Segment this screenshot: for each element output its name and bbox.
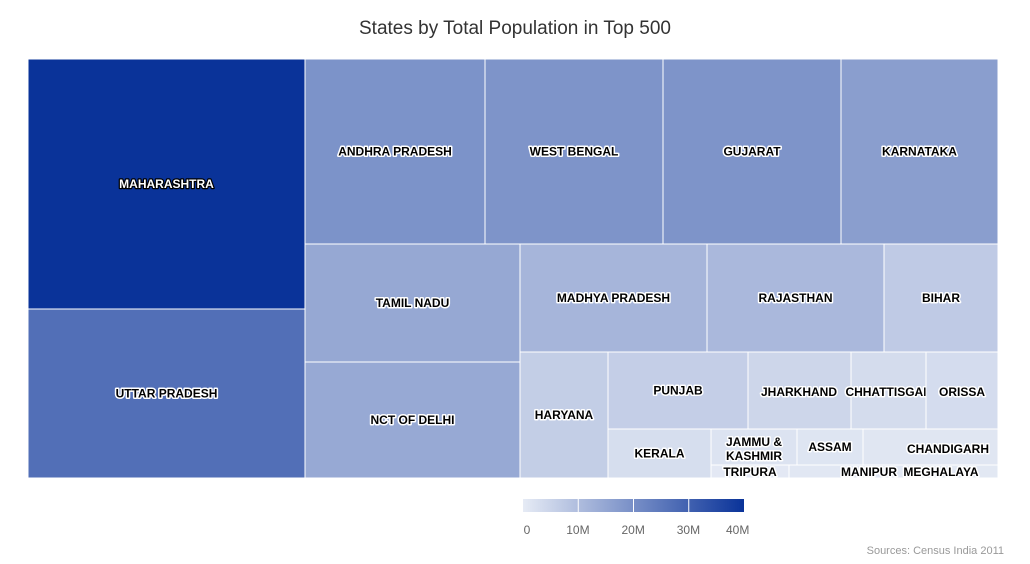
treemap-rect[interactable] <box>850 351 927 430</box>
treemap-rect[interactable] <box>925 351 999 430</box>
legend-tick-label: 30M <box>677 523 700 537</box>
legend-tick-label: 40M <box>726 523 749 537</box>
cell-label: KASHMIR <box>726 449 782 463</box>
cell-label: MADHYA PRADESH <box>557 291 670 305</box>
treemap-cell[interactable]: UTTAR PRADESH <box>27 308 306 479</box>
cell-label: CHANDIGARH <box>907 442 989 456</box>
treemap-rect[interactable] <box>607 351 749 430</box>
cell-label: PUNJAB <box>653 384 703 398</box>
cell-label: BIHAR <box>922 291 960 305</box>
treemap-rect[interactable] <box>519 243 708 353</box>
cell-label: TRIPURA <box>723 465 777 479</box>
cell-label: ANDHRA PRADESH <box>338 145 452 159</box>
treemap-cell[interactable]: MAHARASHTRA <box>27 58 306 310</box>
treemap-cell[interactable]: WEST BENGAL <box>484 58 664 245</box>
treemap-rect[interactable] <box>883 243 999 353</box>
treemap-cell[interactable]: MADHYA PRADESH <box>519 243 708 353</box>
cell-label: TAMIL NADU <box>376 296 450 310</box>
treemap-cell[interactable]: MANIPUR <box>788 464 906 481</box>
chart-title: States by Total Population in Top 500 <box>359 18 671 39</box>
treemap-rect[interactable] <box>484 58 664 245</box>
treemap-rect[interactable] <box>607 428 712 479</box>
treemap-rect[interactable] <box>747 351 852 430</box>
treemap-cell[interactable]: JHARKHAND <box>747 351 852 430</box>
legend-tick-label: 20M <box>622 523 645 537</box>
treemap-cell[interactable]: ASSAM <box>796 428 864 466</box>
cell-label: UTTAR PRADESH <box>116 387 218 401</box>
cell-label: MAHARASHTRA <box>119 177 214 191</box>
cell-label: WEST BENGAL <box>530 145 619 159</box>
treemap-cell[interactable]: PUNJAB <box>607 351 749 430</box>
cell-label: JHARKHAND <box>761 385 837 399</box>
treemap-cell[interactable]: GUJARAT <box>662 58 842 245</box>
cell-label: ORISSA <box>939 385 985 399</box>
treemap-rect[interactable] <box>840 58 999 245</box>
treemap-rect[interactable] <box>304 361 521 479</box>
cell-label: KARNATAKA <box>882 145 957 159</box>
treemap-cell[interactable]: MEGHALAYA <box>902 464 999 481</box>
cell-label: ASSAM <box>808 440 851 454</box>
treemap-cell[interactable]: CHANDIGARH <box>862 428 999 466</box>
treemap-cell[interactable]: KARNATAKA <box>840 58 999 245</box>
treemap-cell[interactable]: TRIPURA <box>710 464 790 481</box>
cell-label: MEGHALAYA <box>903 465 978 479</box>
treemap-rect[interactable] <box>796 428 864 466</box>
treemap-cell[interactable]: ANDHRA PRADESH <box>304 58 486 245</box>
treemap-rect[interactable] <box>662 58 842 245</box>
legend-tick-label: 0 <box>524 523 531 537</box>
treemap-rect[interactable] <box>519 351 609 479</box>
treemap-rect[interactable] <box>304 243 521 363</box>
legend-tick-label: 10M <box>566 523 589 537</box>
treemap-cell[interactable]: BIHAR <box>883 243 999 353</box>
cell-label: NCT OF DELHI <box>371 413 455 427</box>
treemap-rect[interactable] <box>862 428 999 466</box>
treemap-cell[interactable]: HARYANA <box>519 351 609 479</box>
cell-label: MANIPUR <box>841 465 897 479</box>
treemap-rect[interactable] <box>710 428 798 466</box>
treemap-cell[interactable]: CHHATTISGARH <box>844 351 942 430</box>
cell-label: HARYANA <box>535 408 594 422</box>
cell-label: KERALA <box>635 447 685 461</box>
cell-label: CHHATTISGARH <box>845 385 940 399</box>
cell-label: GUJARAT <box>723 145 781 159</box>
treemap-rect[interactable] <box>27 308 306 479</box>
treemap-cell[interactable]: ORISSA <box>925 351 999 430</box>
source-credit: Sources: Census India 2011 <box>866 545 1004 557</box>
treemap-cell[interactable]: JAMMU &KASHMIR <box>710 428 798 466</box>
treemap-cell[interactable]: KERALA <box>607 428 712 479</box>
treemap-cell[interactable]: RAJASTHAN <box>706 243 885 353</box>
cell-label: RAJASTHAN <box>758 291 832 305</box>
cell-label: JAMMU & <box>726 435 782 449</box>
treemap-cell[interactable]: NCT OF DELHI <box>304 361 521 479</box>
treemap-rect[interactable] <box>904 464 999 479</box>
treemap-cell[interactable]: TAMIL NADU <box>304 243 521 363</box>
